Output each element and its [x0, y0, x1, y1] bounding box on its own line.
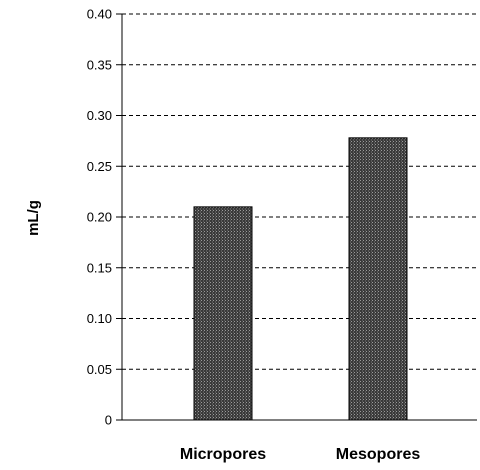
y-axis-title: mL/g [25, 200, 42, 236]
y-tick-label: 0 [105, 413, 112, 428]
y-tick-label: 0.10 [87, 311, 112, 326]
bar-micropores [193, 206, 253, 421]
grid-lines [122, 13, 477, 370]
y-tick-label: 0.30 [87, 108, 112, 123]
axes [116, 13, 477, 421]
category-label-mesopores: Mesopores [336, 446, 421, 463]
y-tick-label: 0.35 [87, 57, 112, 72]
y-tick-label: 0.05 [87, 362, 112, 377]
category-labels: Micropores Mesopores [180, 446, 420, 463]
y-tick-label: 0.15 [87, 260, 112, 275]
y-tick-label: 0.40 [87, 7, 112, 22]
category-label-micropores: Micropores [180, 446, 266, 463]
y-tick-labels: 0 0.05 0.10 0.15 0.20 0.25 0.30 0.35 0.40 [87, 7, 112, 428]
bar-mesopores [348, 137, 408, 421]
y-tick-label: 0.25 [87, 159, 112, 174]
bars [193, 137, 408, 421]
y-tick-label: 0.20 [87, 210, 112, 225]
